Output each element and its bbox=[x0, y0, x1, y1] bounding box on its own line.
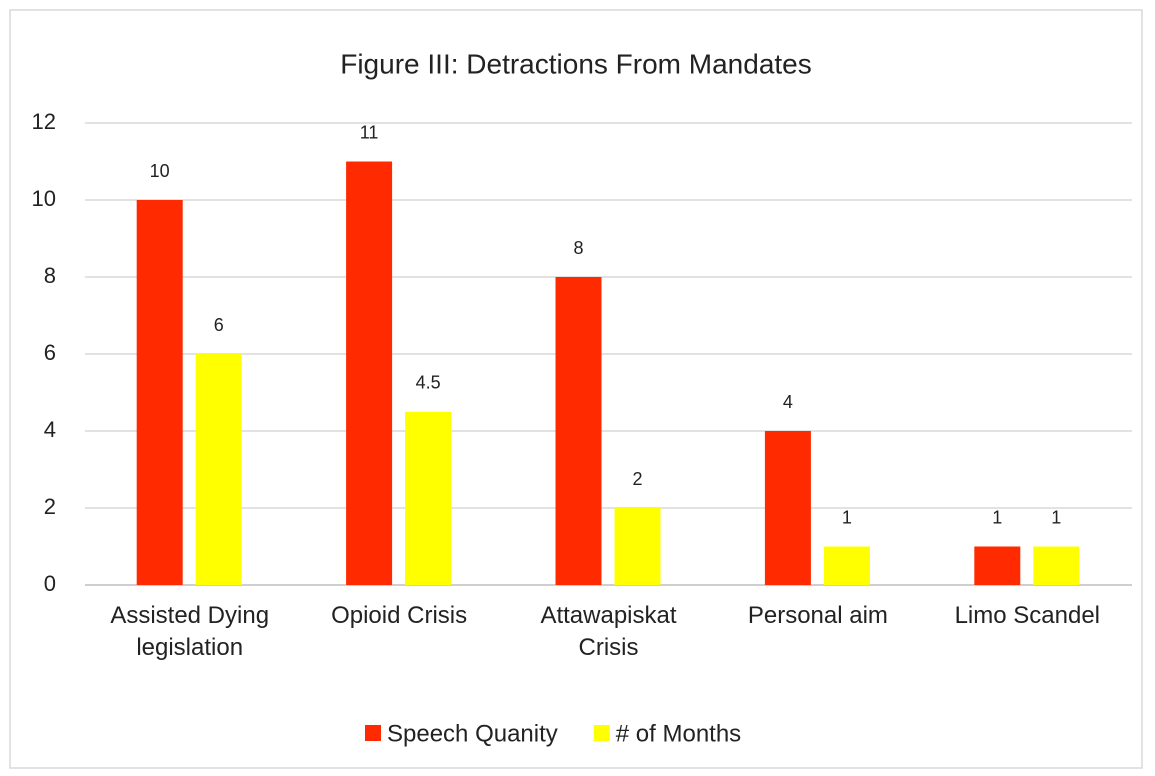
data-label: 4 bbox=[783, 392, 793, 412]
data-label: 2 bbox=[632, 469, 642, 489]
y-tick-label: 12 bbox=[32, 109, 56, 134]
bar bbox=[195, 354, 242, 585]
y-tick-label: 2 bbox=[44, 494, 56, 519]
y-tick-label: 4 bbox=[44, 417, 56, 442]
bar bbox=[136, 200, 183, 585]
x-tick-label: Attawapiskat Crisis bbox=[540, 602, 677, 661]
data-label: 6 bbox=[214, 315, 224, 335]
bar bbox=[555, 277, 602, 585]
bar bbox=[764, 431, 811, 585]
data-label: 11 bbox=[360, 122, 379, 142]
chart-title: Figure III: Detractions From Mandates bbox=[340, 48, 812, 79]
bar bbox=[823, 546, 870, 585]
bar bbox=[405, 411, 452, 585]
y-tick-label: 0 bbox=[44, 571, 56, 596]
data-label: 10 bbox=[150, 161, 170, 181]
x-tick-label: Assisted Dying legislation bbox=[110, 602, 270, 661]
data-label: 1 bbox=[842, 507, 852, 527]
bar bbox=[1033, 546, 1080, 585]
data-label: 1 bbox=[992, 507, 1002, 527]
x-tick-label: Personal aim bbox=[747, 602, 888, 629]
data-label: 1 bbox=[1051, 507, 1061, 527]
legend-label: # of Months bbox=[616, 720, 741, 747]
bar bbox=[346, 161, 393, 585]
legend-label: Speech Quanity bbox=[387, 720, 558, 747]
legend-swatch bbox=[365, 725, 381, 741]
x-tick-label: Limo Scandel bbox=[954, 602, 1100, 629]
bar bbox=[974, 546, 1021, 585]
legend-swatch bbox=[593, 725, 610, 741]
y-tick-label: 8 bbox=[44, 263, 56, 288]
bar bbox=[614, 508, 661, 585]
y-tick-label: 6 bbox=[44, 340, 56, 365]
y-tick-label: 10 bbox=[32, 186, 56, 211]
x-tick-label: Opioid Crisis bbox=[331, 602, 468, 629]
data-label: 8 bbox=[573, 238, 583, 258]
data-label: 4.5 bbox=[416, 373, 441, 393]
